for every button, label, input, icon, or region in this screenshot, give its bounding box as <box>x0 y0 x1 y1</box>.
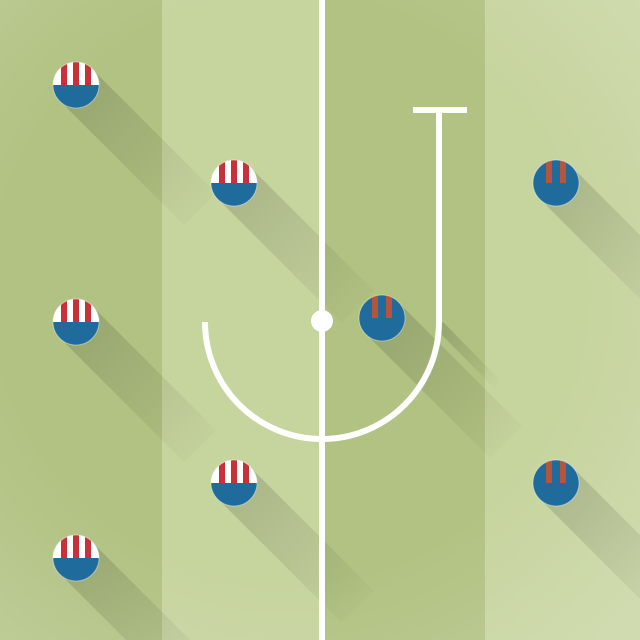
shadows <box>60 69 640 640</box>
player-atleti <box>53 62 99 108</box>
player-atleti <box>53 535 99 581</box>
player-barca <box>533 460 579 506</box>
center-spot <box>311 310 333 332</box>
player-atleti <box>53 299 99 345</box>
player-atleti <box>211 160 257 206</box>
player-barca <box>359 295 405 341</box>
player-atleti <box>211 460 257 506</box>
j-arc <box>202 110 442 442</box>
line-shadow <box>437 322 500 388</box>
player-barca <box>533 160 579 206</box>
